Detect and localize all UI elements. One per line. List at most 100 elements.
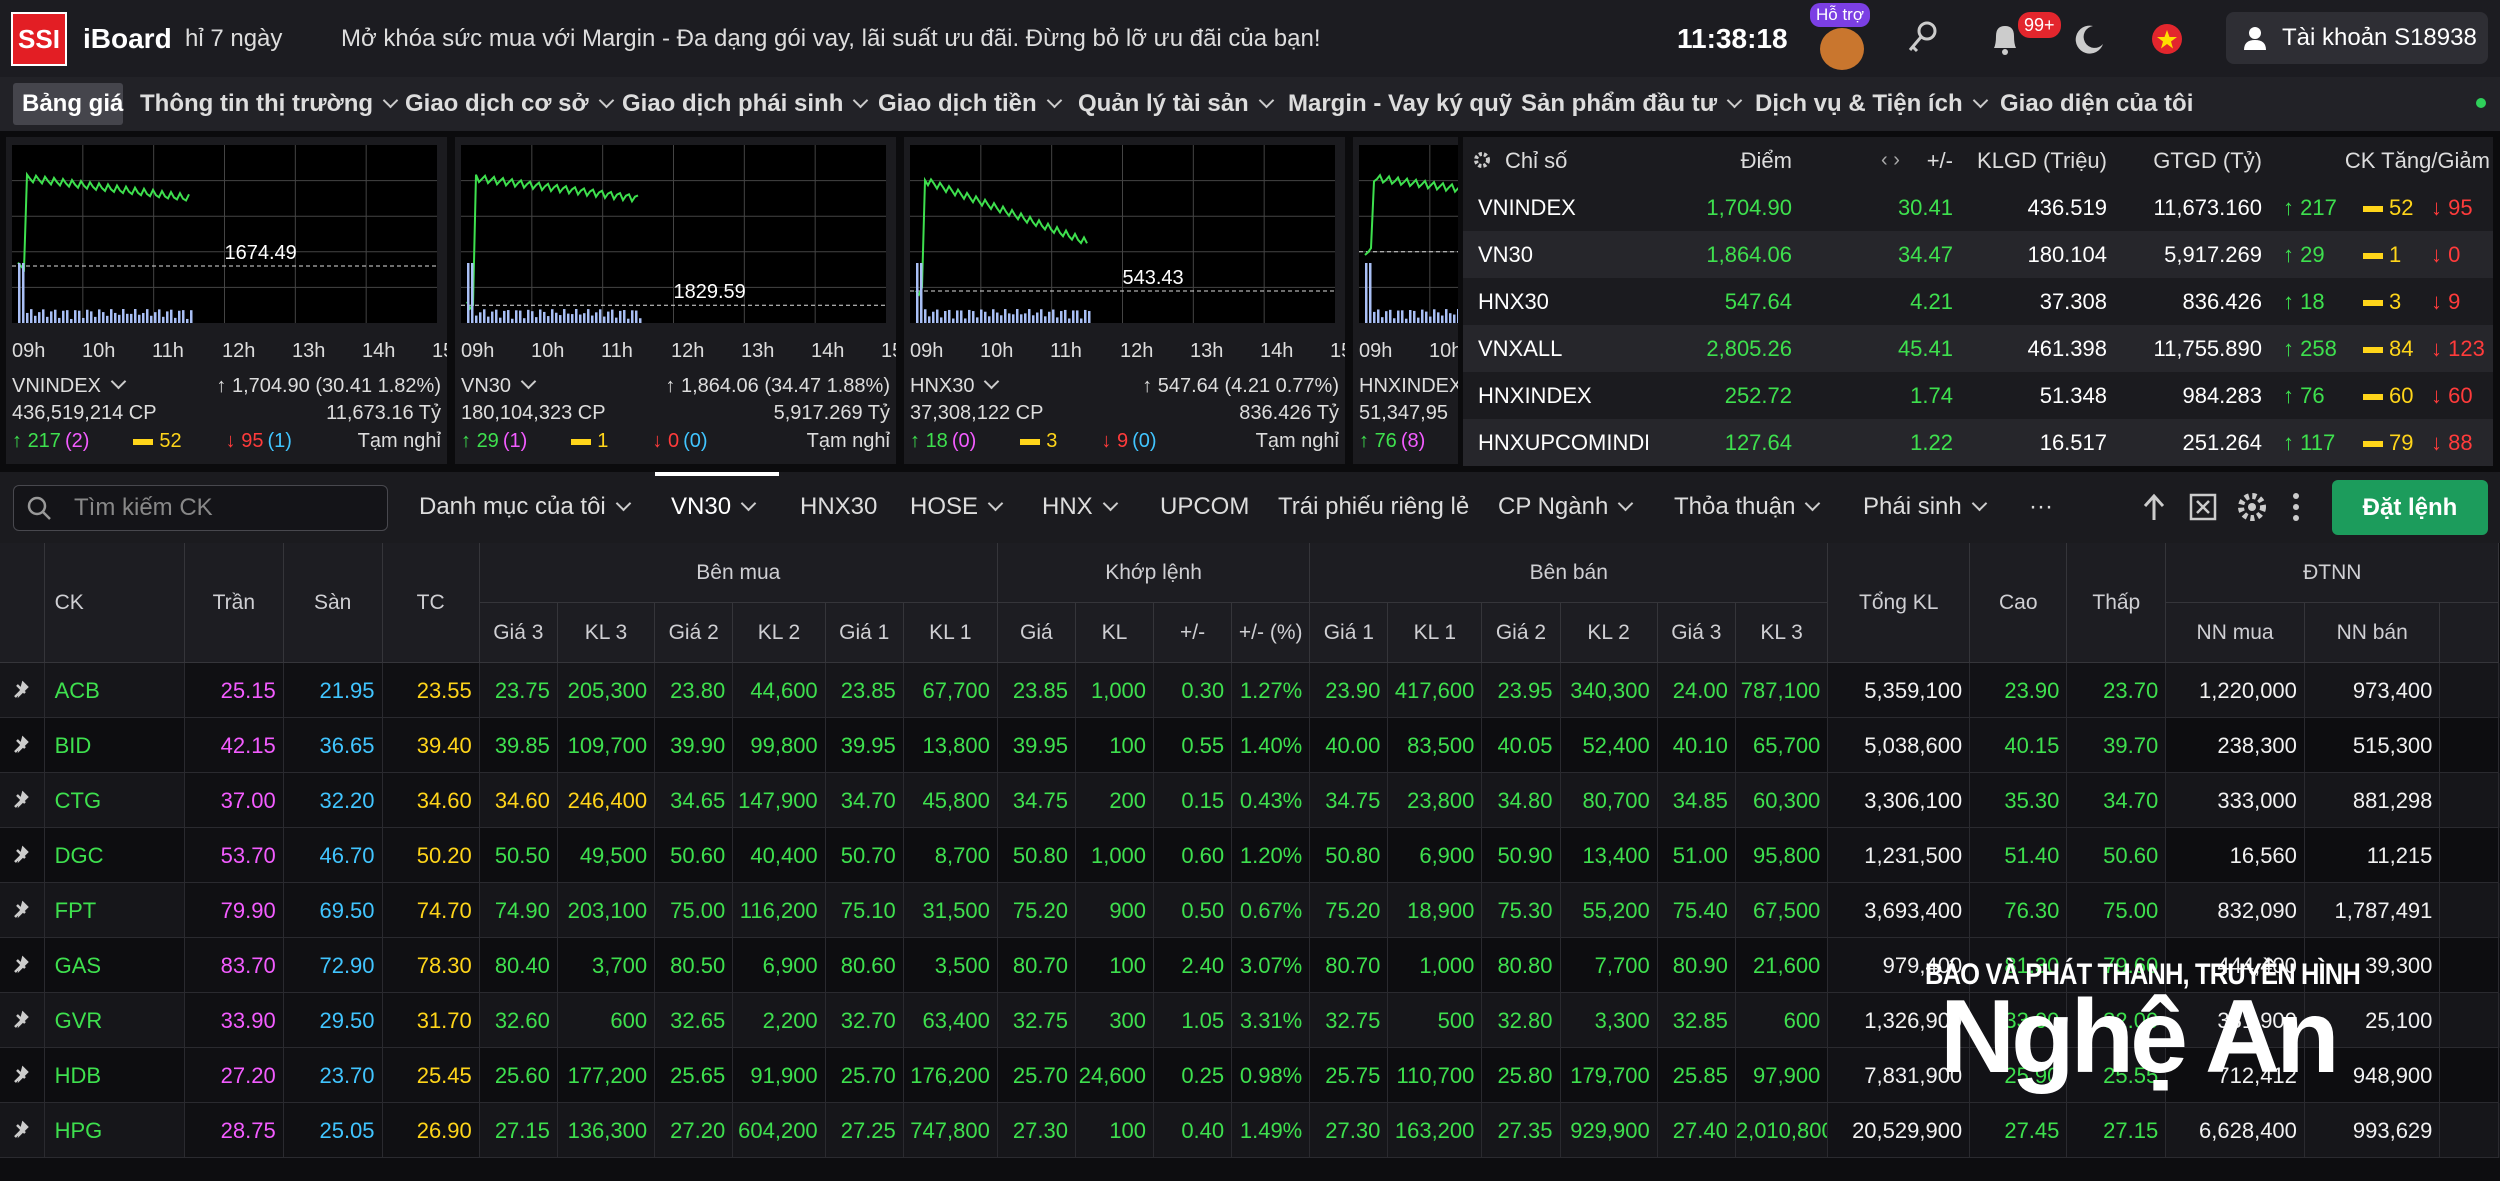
tab[interactable]: Danh mục của tôi <box>419 472 629 542</box>
breadth-row: 29(1) 1 0(0) <box>461 430 708 453</box>
account-icon <box>2244 27 2266 50</box>
pin-cell[interactable] <box>0 773 45 828</box>
empty-cell <box>2440 883 2500 938</box>
menu-item[interactable]: Sản phẩm đầu tư <box>1521 77 1740 131</box>
pin-cell[interactable] <box>0 993 45 1048</box>
menu-active-bg <box>13 83 123 125</box>
menu-item[interactable]: Giao dịch tiền <box>878 77 1060 131</box>
tab[interactable]: HNX <box>1042 472 1116 542</box>
logo[interactable]: SSI <box>11 12 67 66</box>
price-cell: 1.40% <box>1232 718 1311 773</box>
menu-item[interactable]: Quản lý tài sản <box>1078 77 1272 131</box>
tab[interactable]: HNX30 <box>800 493 878 520</box>
tab[interactable]: CP Ngành <box>1498 472 1631 542</box>
account-button[interactable] <box>2226 12 2488 64</box>
menu-item[interactable]: Giao dịch cơ sở <box>405 77 612 131</box>
price-cell: 32.65 <box>655 993 734 1048</box>
pin-cell[interactable] <box>0 718 45 773</box>
empty-cell <box>2440 1048 2500 1103</box>
volume-bar <box>54 309 57 323</box>
bell-icon[interactable] <box>1988 20 2022 58</box>
index-point: 547.64 <box>1724 289 1792 314</box>
volume-bar <box>1076 310 1079 323</box>
ceiling-count: (8) <box>1400 430 1426 452</box>
notification-badge[interactable]: 99+ <box>2018 12 2061 38</box>
search-box[interactable] <box>13 485 388 531</box>
time-label: 10h <box>82 340 116 362</box>
menu-item[interactable]: Bảng giá <box>22 90 124 117</box>
price-cell: 500 <box>1388 993 1483 1048</box>
price-cell: 929,900 <box>1560 1103 1658 1158</box>
support-avatar[interactable] <box>1820 28 1864 70</box>
symbol-cell: ACB <box>44 663 185 718</box>
menu-item[interactable]: Giao dịch phái sinh <box>622 77 866 131</box>
price-cell: 600 <box>1735 993 1829 1048</box>
price-cell: 300 <box>1075 993 1155 1048</box>
volume-bar <box>639 318 642 323</box>
theme-icon[interactable] <box>2073 22 2107 56</box>
volume-bar <box>924 309 927 323</box>
volume-bar <box>928 316 931 323</box>
volume-bar <box>138 314 141 323</box>
more-tabs[interactable]: ··· <box>2029 493 2053 520</box>
dot <box>2293 504 2299 510</box>
volume-bar <box>515 310 518 323</box>
price-cell: 80.70 <box>997 938 1076 993</box>
tab[interactable]: HOSE <box>910 472 1001 542</box>
tab[interactable]: Thỏa thuận <box>1674 472 1818 542</box>
toolbar <box>0 472 2500 543</box>
price-cell: 23.90 <box>1310 663 1389 718</box>
menu-item[interactable]: Dịch vụ & Tiện ích <box>1755 77 1986 131</box>
advances: 76 <box>1359 430 1397 452</box>
volume-bar <box>98 309 101 323</box>
time-label: 09h <box>1359 340 1393 362</box>
empty-cell <box>2440 718 2500 773</box>
support-badge[interactable]: Hỗ trợ <box>1810 3 1870 27</box>
volume-bar <box>988 316 991 323</box>
price-cell: 340,300 <box>1560 663 1658 718</box>
menu-item[interactable]: Thông tin thị trường <box>140 77 396 131</box>
price-cell: 993,629 <box>2304 1103 2441 1158</box>
pin-cell[interactable] <box>0 1103 45 1158</box>
price-cell: 787,100 <box>1735 663 1829 718</box>
tab[interactable]: Trái phiếu riêng lẻ <box>1278 493 1470 520</box>
pin-cell[interactable] <box>0 828 45 883</box>
volume-bar <box>1008 313 1011 323</box>
tab[interactable]: UPCOM <box>1160 493 1250 520</box>
price-cell: 27.30 <box>1310 1103 1389 1158</box>
price-cell: 27.15 <box>479 1103 558 1158</box>
key-icon[interactable] <box>1905 20 1939 56</box>
tab[interactable]: Phái sinh <box>1863 472 1985 542</box>
index-line <box>915 176 1088 297</box>
upload-icon[interactable] <box>2140 492 2168 522</box>
menu-item[interactable]: Margin - Vay ký quỹ <box>1288 90 1513 117</box>
header-cell: Tổng KL <box>1828 543 1971 663</box>
excel-icon[interactable] <box>2188 492 2218 522</box>
language-flag[interactable] <box>2150 22 2184 56</box>
tab[interactable]: VN30 <box>671 472 754 542</box>
clock: 11:38:18 <box>1677 23 1788 54</box>
price-cell: 40.15 <box>1970 718 2068 773</box>
index-value: 11,673.16 Tỷ <box>326 402 441 424</box>
price-cell: 27.20 <box>184 1048 284 1103</box>
header-cell: Thấp <box>2067 543 2167 663</box>
order-button[interactable]: Đặt lệnh <box>2332 480 2488 535</box>
account-label[interactable]: Tài khoản S18938 <box>2282 24 2477 51</box>
time-label: 15h <box>432 340 447 362</box>
pin-cell[interactable] <box>0 1048 45 1103</box>
price-cell: 0.15 <box>1154 773 1233 828</box>
pin-cell[interactable] <box>0 938 45 993</box>
pin-cell[interactable] <box>0 883 45 938</box>
volume-bar <box>523 318 526 323</box>
time-label: 14h <box>1260 340 1294 362</box>
settings-icon[interactable] <box>2236 491 2268 523</box>
menu-item[interactable]: Giao diện của tôi <box>2000 90 2194 117</box>
header-cell: CK <box>44 543 185 663</box>
price-cell: 23.90 <box>1970 663 2068 718</box>
index-name: VNXALL <box>1478 336 1563 361</box>
price-cell: 23.85 <box>997 663 1076 718</box>
search-placeholder[interactable]: Tìm kiếm CK <box>74 494 213 521</box>
pin-cell[interactable] <box>0 663 45 718</box>
kebab-icon[interactable] <box>2290 491 2302 523</box>
price-cell: 74.90 <box>479 883 558 938</box>
